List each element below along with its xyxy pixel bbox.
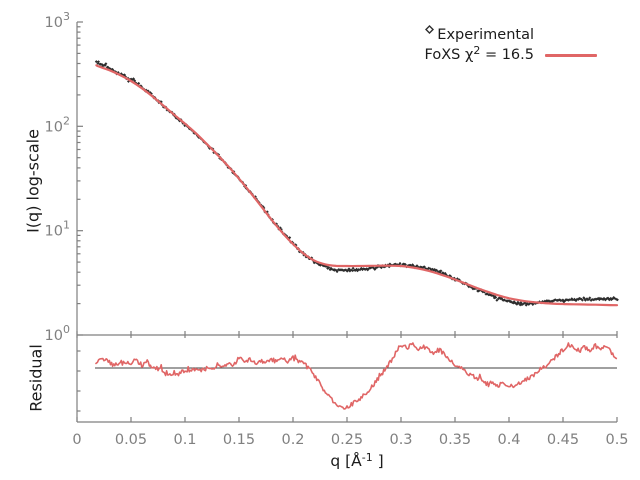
y-axis-label-main: I(q) log-scale <box>23 129 43 233</box>
y-tick-label: 102 <box>45 114 70 135</box>
x-tick-label: 0.3 <box>389 432 412 448</box>
y-axis-label-residual: Residual <box>26 344 46 412</box>
x-axis-label-suffix: ] <box>372 452 384 470</box>
y-tick-label: 103 <box>45 10 70 31</box>
y-tick-label: 100 <box>45 323 70 344</box>
x-tick-labels: 0 0.05 0.1 0.15 0.2 0.25 0.3 0.35 0.4 0.45 0.5 <box>72 432 628 448</box>
legend-row-experimental: Experimental <box>424 25 602 45</box>
legend-experimental-label: Experimental <box>437 27 534 43</box>
axes <box>76 21 618 423</box>
x-tick-label: 0.25 <box>331 432 363 448</box>
y-tick-label: 101 <box>45 219 70 240</box>
x-axis-label-superscript: -1 <box>361 451 373 464</box>
x-tick-label: 0.15 <box>223 432 255 448</box>
x-tick-label: 0.4 <box>497 432 520 448</box>
x-tick-label: 0.35 <box>439 432 471 448</box>
foxs-line-icon <box>540 53 602 57</box>
x-tick-label: 0 <box>72 432 81 448</box>
x-tick-label: 0.45 <box>547 432 579 448</box>
x-tick-label: 0.05 <box>115 432 147 448</box>
legend-row-foxs: FoXS χ2 = 16.5 <box>424 44 602 65</box>
x-tick-label: 0.1 <box>173 432 196 448</box>
foxs-fit-line <box>95 64 619 307</box>
x-tick-label: 0.2 <box>281 432 304 448</box>
y-tick-labels: 100 101 102 103 <box>45 10 70 344</box>
x-axis-label-text: q [Å <box>330 452 362 470</box>
chi-squared-superscript: 2 <box>473 44 481 57</box>
experimental-points <box>94 60 619 307</box>
legend: Experimental FoXS χ2 = 16.5 <box>425 25 602 65</box>
residual-trace <box>94 342 618 410</box>
legend-foxs-label: FoXS χ2 = 16.5 <box>424 44 534 63</box>
x-axis-label: q [Å-1 ] <box>277 451 437 470</box>
x-tick-label: 0.5 <box>605 432 628 448</box>
